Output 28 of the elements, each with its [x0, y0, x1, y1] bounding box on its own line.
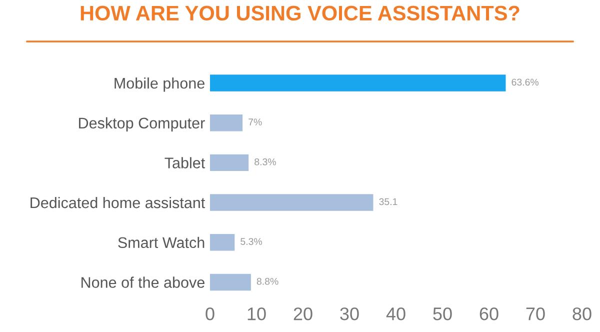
x-tick-label: 0	[206, 307, 214, 320]
data-label: 7%	[248, 118, 262, 126]
bar	[210, 194, 374, 211]
y-tick-label: Tablet	[164, 157, 206, 168]
data-label: 8.3%	[254, 158, 276, 166]
y-tick-label: Dedicated home assistant	[30, 196, 206, 208]
bar	[210, 74, 506, 92]
data-label: 8.8%	[256, 278, 278, 285]
y-tick-label: Desktop Computer	[79, 117, 205, 132]
x-tick-label: 20	[294, 307, 312, 320]
x-tick-label: 50	[433, 307, 452, 320]
y-tick-label: Smart Watch	[118, 236, 204, 248]
x-tick-label: 40	[386, 307, 406, 320]
y-tick-label: None of the above	[82, 276, 204, 288]
data-label: 35.1	[379, 198, 398, 206]
bar	[210, 154, 249, 172]
data-label: 5.3%	[240, 238, 262, 245]
chart-title: HOW ARE YOU USING VOICE ASSISTANTS?	[80, 6, 520, 21]
bar	[210, 274, 251, 291]
y-tick-label: Mobile phone	[114, 77, 204, 92]
x-tick-label: 60	[480, 307, 498, 320]
data-label: 63.6%	[512, 78, 539, 86]
x-tick-label: 30	[340, 307, 359, 320]
bar	[210, 114, 243, 132]
x-tick-label: 70	[526, 307, 545, 320]
x-tick-label: 10	[248, 307, 266, 320]
bar	[210, 234, 235, 251]
x-tick-label: 80	[572, 307, 592, 320]
